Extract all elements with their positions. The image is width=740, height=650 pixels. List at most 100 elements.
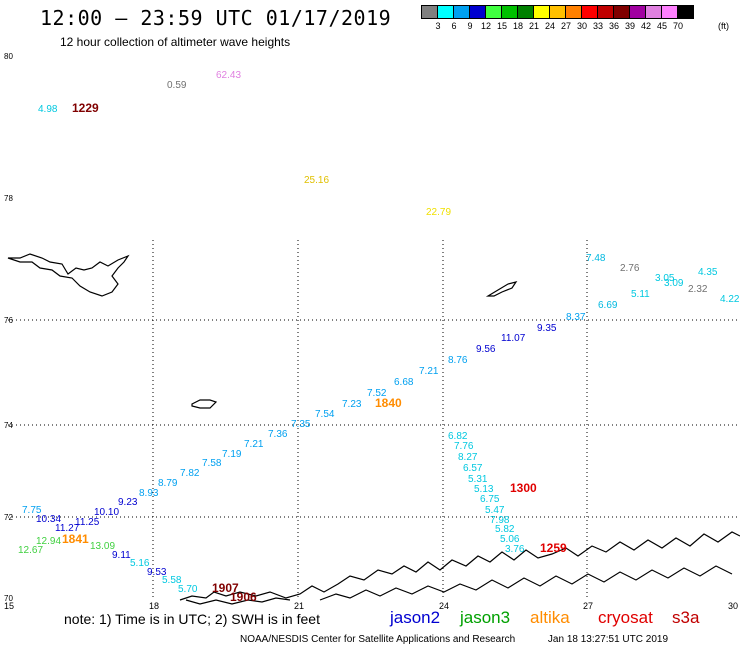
wave-height-label: 7.58	[202, 458, 222, 469]
scale-label: 33	[592, 21, 604, 31]
lon-label: 27	[583, 601, 593, 611]
lat-label: 74	[4, 421, 13, 430]
wave-height-label: 5.47	[485, 505, 505, 516]
wave-height-label: 62.43	[216, 70, 241, 81]
satellite-jason3: jason3	[460, 608, 511, 627]
wave-height-label: 7.48	[586, 253, 606, 264]
wave-height-label: 5.31	[468, 474, 488, 485]
wave-height-label: 8.76	[448, 355, 468, 366]
coastline-northwest	[7, 253, 130, 297]
wave-height-label: 6.68	[394, 377, 414, 388]
island-central	[191, 399, 218, 409]
wave-height-label: 1907	[212, 581, 239, 595]
scale-label: 27	[560, 21, 572, 31]
wave-height-label: 1840	[375, 396, 402, 410]
scale-label: 30	[576, 21, 588, 31]
lat-label: 76	[4, 316, 13, 325]
wave-height-label: 7.21	[419, 366, 439, 377]
scale-label: 3	[435, 21, 441, 31]
lon-label: 30	[728, 601, 738, 611]
lon-label: 21	[294, 601, 304, 611]
wave-height-label: 11.07	[501, 333, 526, 344]
wave-height-label: 7.54	[315, 409, 335, 420]
footer: NOAA/NESDIS Center for Satellite Applica…	[240, 634, 668, 645]
wave-height-label: 7.19	[222, 449, 242, 460]
wave-height-label: 1259	[540, 541, 567, 555]
satellite-s3a: s3a	[672, 608, 700, 627]
wave-height-label: 4.98	[38, 104, 58, 115]
wave-height-label: 7.35	[291, 419, 311, 430]
wave-height-label: 8.93	[139, 488, 159, 499]
note-text: note: 1) Time is in UTC; 2) SWH is in fe…	[64, 611, 320, 627]
wave-height-label: 8.27	[458, 452, 478, 463]
scale-label: 9	[467, 21, 473, 31]
scale-label: 21	[528, 21, 540, 31]
wave-height-label: 11.27	[55, 523, 80, 534]
wave-height-label: 12.94	[36, 536, 61, 547]
wave-height-label: 6.57	[463, 463, 483, 474]
wave-height-label: 11.25	[75, 517, 100, 528]
scale-label: 15	[496, 21, 508, 31]
wave-height-label: 6.69	[598, 300, 618, 311]
observations-layer: 4.98 12290.5962.4325.1622.797.482.763.053…	[18, 70, 740, 604]
footer-timestamp: Jan 18 13:27:51 UTC 2019	[547, 634, 669, 645]
coastline-southwest	[185, 597, 291, 605]
wave-height-label: 3.76	[505, 544, 525, 555]
footer-credit: NOAA/NESDIS Center for Satellite Applica…	[240, 634, 516, 645]
wave-height-label: 1906	[230, 590, 257, 604]
satellite-cryosat: cryosat	[598, 608, 653, 627]
wave-height-label: 5.58	[162, 575, 182, 586]
coastline-south-detail	[319, 565, 733, 601]
wave-height-label: 5.82	[495, 524, 515, 535]
wave-height-label: 5.06	[500, 534, 520, 545]
scale-label: 12	[480, 21, 492, 31]
wave-height-label: 2.76	[620, 263, 640, 274]
wave-height-label: 1229	[72, 101, 99, 115]
wave-height-label: 4.22	[720, 294, 740, 305]
wave-height-label: 10.10	[94, 507, 119, 518]
wave-height-label: 6.75	[480, 494, 500, 505]
lat-label: 80	[4, 52, 13, 61]
wave-height-label: 1300	[510, 481, 537, 495]
wave-height-label: 8.37	[566, 312, 586, 323]
wave-height-label: 3.05	[655, 273, 675, 284]
wave-height-label: 7.75	[22, 505, 42, 516]
color-scale-legend	[421, 5, 694, 19]
scale-label: 24	[544, 21, 556, 31]
scale-label: 42	[640, 21, 652, 31]
wave-height-label: 7.23	[342, 399, 362, 410]
wave-height-label: 10.34	[36, 514, 61, 525]
lat-label: 70	[4, 594, 13, 603]
wave-height-label: 9.53	[147, 567, 167, 578]
map-subtitle: 12 hour collection of altimeter wave hei…	[60, 35, 291, 49]
wave-height-label: 7.36	[268, 429, 288, 440]
scale-label: 6	[451, 21, 457, 31]
satellite-jason2: jason2	[390, 608, 441, 627]
wave-height-label: 5.13	[474, 484, 494, 495]
map-title: 12:00 – 23:59 UTC 01/17/2019	[40, 6, 392, 30]
scale-label: 39	[624, 21, 636, 31]
wave-height-label: 7.52	[367, 388, 387, 399]
wave-height-label: 2.32	[688, 284, 708, 295]
wave-height-label: 3.09	[664, 278, 684, 289]
lon-label: 15	[4, 601, 14, 611]
wave-height-label: 9.56	[476, 344, 496, 355]
wave-height-label: 13.09	[90, 541, 115, 552]
coastlines	[7, 253, 740, 605]
wave-height-label: 9.23	[118, 497, 138, 508]
wave-height-label: 9.11	[112, 550, 131, 561]
coastline-south	[179, 531, 740, 601]
scale-label: 45	[656, 21, 668, 31]
wave-height-label: 0.59	[167, 80, 187, 91]
wave-height-label: 7.21	[244, 439, 264, 450]
wave-height-label: 8.79	[158, 478, 178, 489]
lon-label: 18	[149, 601, 159, 611]
satellite-altika: altika	[530, 608, 570, 627]
wave-height-label: 7.76	[454, 441, 474, 452]
wave-height-label: 6.82	[448, 431, 468, 442]
wave-height-label: 25.16	[304, 175, 329, 186]
scale-unit: (ft)	[718, 21, 729, 31]
scale-label: 70	[672, 21, 684, 31]
